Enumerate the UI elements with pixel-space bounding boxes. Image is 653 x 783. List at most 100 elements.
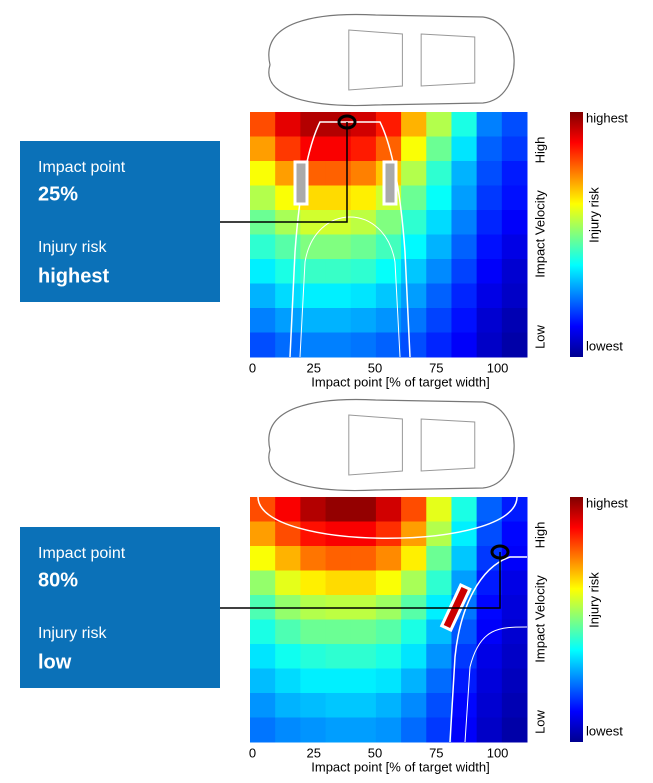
heatmap-cell	[401, 137, 427, 162]
heatmap-cell	[502, 259, 528, 284]
heatmap-cell	[351, 522, 377, 547]
heatmap-cell	[477, 497, 503, 522]
heatmap-cell	[477, 522, 503, 547]
heatmap-cell	[300, 308, 326, 333]
heatmap-cell	[477, 620, 503, 645]
x-tick-label: 25	[307, 360, 321, 375]
heatmap-cell	[250, 259, 276, 284]
heatmap-cell	[401, 308, 427, 333]
heatmap-cell	[300, 644, 326, 669]
heatmap-cell	[502, 186, 528, 211]
car-outline	[269, 400, 514, 491]
heatmap-cell	[376, 718, 402, 743]
heatmap-cell	[326, 235, 352, 260]
heatmap-cell	[451, 284, 477, 309]
impact-label: Impact point	[38, 545, 126, 562]
x-axis-label: Impact point [% of target width]	[311, 374, 489, 389]
colorbar-low: lowest	[586, 723, 623, 738]
heatmap-cell	[300, 669, 326, 694]
heatmap-cell	[477, 571, 503, 596]
impact-value: 80%	[38, 569, 78, 591]
mirror	[295, 162, 307, 204]
colorbar-high: highest	[586, 110, 628, 125]
impact-label: Impact point	[38, 159, 126, 176]
heatmap-cell	[300, 284, 326, 309]
heatmap-cell	[477, 308, 503, 333]
heatmap-cell	[451, 333, 477, 358]
heatmap-cell	[275, 644, 301, 669]
heatmap-cell	[351, 210, 377, 235]
heatmap-cell	[376, 333, 402, 358]
x-axis-label: Impact point [% of target width]	[311, 759, 489, 774]
heatmap-cell	[451, 308, 477, 333]
heatmap-cell	[250, 669, 276, 694]
heatmap-cell	[502, 522, 528, 547]
heatmap-cell	[376, 669, 402, 694]
heatmap-cell	[426, 308, 452, 333]
heatmap-cell	[451, 112, 477, 137]
heatmap-cell	[250, 137, 276, 162]
heatmap-cell	[326, 333, 352, 358]
heatmap-cell	[477, 137, 503, 162]
heatmap-cell	[351, 718, 377, 743]
heatmap-cell	[451, 546, 477, 571]
y-high-label: High	[532, 137, 547, 164]
heatmap-cell	[275, 546, 301, 571]
heatmap-cell	[376, 259, 402, 284]
heatmap-cell	[477, 259, 503, 284]
heatmap-cell	[426, 546, 452, 571]
heatmap-cell	[477, 186, 503, 211]
mirror	[384, 162, 396, 204]
heatmap-cell	[426, 644, 452, 669]
heatmap-cell	[250, 644, 276, 669]
heatmap-cell	[275, 112, 301, 137]
heatmap-cell	[250, 693, 276, 718]
heatmap-cell	[250, 308, 276, 333]
heatmap-cell	[351, 497, 377, 522]
heatmap-cell	[477, 284, 503, 309]
heatmap-cell	[426, 137, 452, 162]
heatmap-cell	[326, 644, 352, 669]
heatmap-cell	[300, 620, 326, 645]
heatmap-cell	[451, 259, 477, 284]
heatmap-cell	[275, 620, 301, 645]
heatmap-cell	[300, 546, 326, 571]
risk-label: Injury risk	[38, 625, 107, 642]
heatmap-cell	[326, 259, 352, 284]
heatmap-cell	[250, 620, 276, 645]
x-tick-label: 50	[368, 360, 382, 375]
heatmap-cell	[351, 546, 377, 571]
colorbar	[570, 497, 583, 742]
heatmap-cell	[351, 669, 377, 694]
heatmap-cell	[351, 620, 377, 645]
heatmap-cell	[502, 210, 528, 235]
risk-label: Injury risk	[38, 239, 107, 256]
heatmap-cell	[351, 284, 377, 309]
heatmap-cell	[477, 161, 503, 186]
heatmap-cell	[326, 571, 352, 596]
heatmap-cell	[401, 497, 427, 522]
heatmap-cell	[351, 137, 377, 162]
y-axis-label: Impact Velocity	[532, 190, 547, 278]
heatmap-cell	[275, 308, 301, 333]
heatmap-cell	[250, 546, 276, 571]
panel: 0255075100Impact point [% of target widt…	[20, 400, 628, 775]
heatmap-cell	[351, 644, 377, 669]
x-tick-label: 75	[429, 360, 443, 375]
heatmap-cell	[401, 112, 427, 137]
heatmap-cell	[326, 308, 352, 333]
x-tick-label: 50	[368, 745, 382, 760]
heatmap-cell	[502, 497, 528, 522]
heatmap-cell	[401, 210, 427, 235]
heatmap-cell	[401, 522, 427, 547]
heatmap-cell	[300, 497, 326, 522]
heatmap-cell	[376, 112, 402, 137]
heatmap-cell	[451, 693, 477, 718]
colorbar-low: lowest	[586, 338, 623, 353]
heatmap-cell	[326, 669, 352, 694]
heatmap-cell	[426, 497, 452, 522]
heatmap-cell	[275, 571, 301, 596]
heatmap-cell	[376, 620, 402, 645]
